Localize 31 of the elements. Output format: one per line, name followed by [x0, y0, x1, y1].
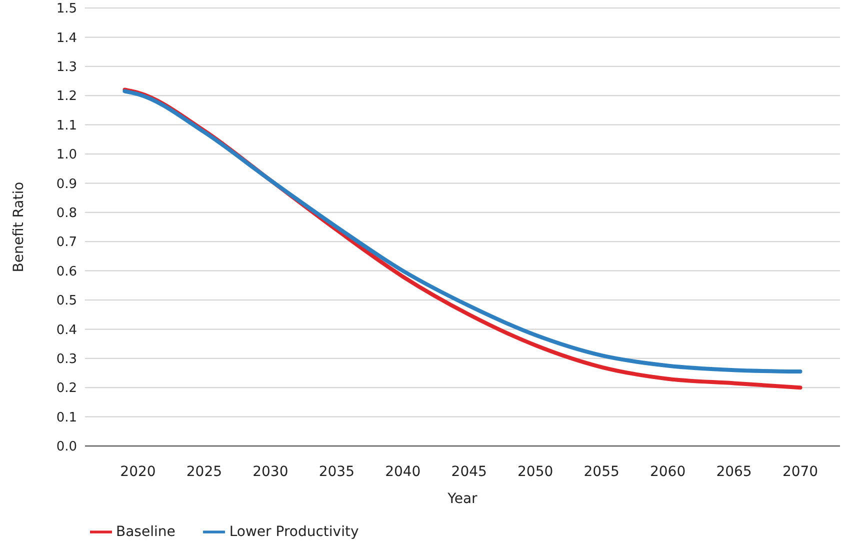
y-tick-label: 0.8 [56, 206, 77, 222]
y-tick-label: 1.4 [56, 30, 77, 46]
x-tick-label: 2045 [451, 464, 487, 480]
x-tick-label: 2035 [318, 464, 354, 480]
y-tick-label: 0.5 [56, 294, 77, 309]
x-tick-label: 2060 [650, 464, 686, 480]
y-tick-label: 1.0 [56, 148, 77, 163]
y-axis-title: Benefit Ratio [10, 182, 27, 272]
y-tick-label: 1.3 [56, 60, 77, 76]
x-tick-label: 2070 [782, 464, 818, 480]
y-tick-label: 0.4 [56, 322, 77, 338]
legend-label: Lower Productivity [229, 524, 359, 540]
y-tick-label: 1.2 [56, 89, 77, 104]
x-tick-label: 2020 [120, 464, 156, 480]
y-tick-label: 0.7 [56, 235, 77, 250]
x-tick-label: 2040 [385, 464, 421, 480]
y-tick-label: 0.3 [56, 352, 77, 368]
legend-label: Baseline [116, 524, 176, 540]
x-axis-title: Year [446, 491, 478, 507]
y-tick-label: 0.1 [56, 410, 77, 426]
y-tick-label: 0.6 [56, 264, 77, 280]
x-tick-label: 2030 [252, 464, 288, 480]
y-tick-label: 0.9 [56, 176, 77, 192]
x-tick-label: 2055 [584, 464, 620, 480]
x-tick-label: 2025 [186, 464, 222, 480]
x-tick-label: 2065 [716, 464, 752, 480]
y-tick-label: 0.2 [56, 381, 77, 396]
y-tick-label: 0.0 [56, 440, 77, 455]
y-tick-label: 1.5 [56, 2, 77, 17]
y-tick-label: 1.1 [56, 118, 77, 134]
x-tick-label: 2050 [518, 464, 554, 480]
